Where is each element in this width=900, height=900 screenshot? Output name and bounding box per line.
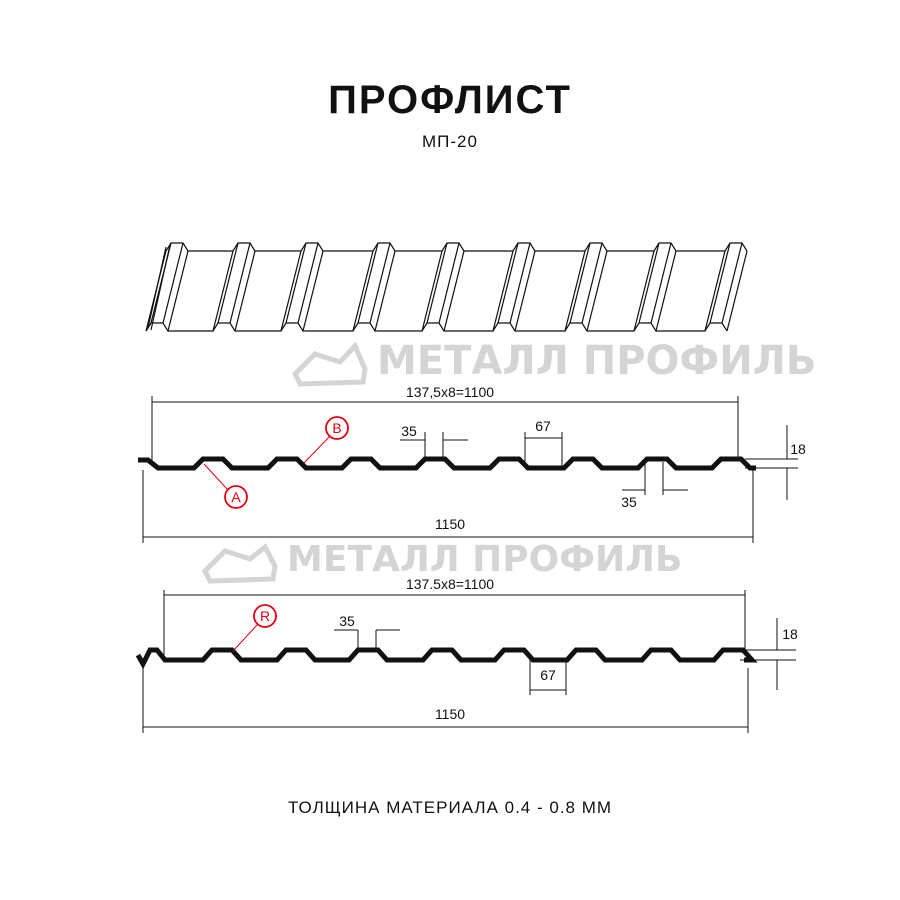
trough-width-label: 67 bbox=[535, 418, 551, 434]
sheet-fold-line bbox=[704, 250, 726, 332]
sheet-fold-line bbox=[509, 242, 531, 324]
material-thickness-note: ТОЛЩИНА МАТЕРИАЛА 0.4 - 0.8 ММ bbox=[287, 798, 613, 817]
sheet-fold-line bbox=[352, 250, 374, 332]
sheet-fold-line bbox=[514, 250, 536, 332]
profile-a-dimensions bbox=[142, 396, 798, 543]
sheet-fold-line bbox=[721, 242, 743, 324]
profile-r-section bbox=[135, 647, 758, 670]
sheet-fold-line bbox=[167, 250, 189, 332]
sheet-fold-line bbox=[280, 250, 302, 332]
sheet-fold-line bbox=[374, 250, 396, 332]
sheet-fold-line bbox=[285, 242, 307, 324]
sheet-fold-line bbox=[369, 242, 391, 324]
watermark-text: МЕТАЛЛ ПРОФИЛЬ bbox=[287, 539, 682, 580]
sheet-fold-line bbox=[217, 242, 239, 324]
profile-r-dimensions bbox=[142, 590, 796, 733]
sheet-fold-line bbox=[709, 242, 731, 324]
crest-width-label: 35 bbox=[401, 423, 417, 439]
crest-width-label-bottom: 35 bbox=[621, 494, 637, 510]
sheet-fold-line bbox=[497, 242, 519, 324]
width-label: 1150 bbox=[435, 706, 465, 722]
sheet-fold-line bbox=[234, 250, 256, 332]
sheet-fold-line bbox=[162, 242, 184, 324]
sheet-fold-line bbox=[586, 250, 608, 332]
sheet-fold-line bbox=[564, 250, 586, 332]
sheet-fold-line bbox=[492, 250, 514, 332]
sheet-fold-line bbox=[426, 242, 448, 324]
sheet-fold-line bbox=[569, 242, 591, 324]
sheet-fold-line bbox=[302, 250, 324, 332]
pitch-label: 137.5x8=1100 bbox=[406, 576, 494, 592]
sheet-fold-line bbox=[421, 250, 443, 332]
height-label: 18 bbox=[790, 441, 806, 457]
watermark-1: МЕТАЛЛ ПРОФИЛЬ bbox=[291, 338, 816, 387]
watermark-text: МЕТАЛЛ ПРОФИЛЬ bbox=[377, 338, 816, 384]
sheet-fold-line bbox=[650, 242, 672, 324]
sheet-fold-line bbox=[438, 242, 460, 324]
width-label: 1150 bbox=[435, 516, 465, 532]
height-label: 18 bbox=[782, 626, 798, 642]
sheet-fold-line bbox=[297, 242, 319, 324]
page-subtitle: МП-20 bbox=[422, 132, 478, 151]
sheet-fold-line bbox=[229, 242, 251, 324]
trough-width-label: 67 bbox=[540, 667, 556, 683]
sheet-fold-line bbox=[357, 242, 379, 324]
page-title: ПРОФЛИСТ bbox=[328, 78, 572, 122]
watermark-2: МЕТАЛЛ ПРОФИЛЬ bbox=[201, 539, 682, 584]
sheet-fold-line bbox=[581, 242, 603, 324]
pitch-label: 137,5x8=1100 bbox=[406, 384, 494, 400]
crest-width-label: 35 bbox=[339, 613, 355, 629]
sheet-fold-line bbox=[443, 250, 465, 332]
sheet-edge-overlap bbox=[150, 244, 171, 331]
sheet-edge-overlap bbox=[147, 246, 167, 329]
callout-b: B bbox=[303, 416, 349, 464]
sheet-bottom-edge bbox=[145, 322, 728, 332]
sheet-top-edge bbox=[165, 242, 748, 252]
watermark-logo-icon bbox=[291, 341, 368, 387]
watermark-logo-icon bbox=[201, 543, 278, 584]
profile-a-section bbox=[138, 456, 756, 471]
sheet-fold-line bbox=[655, 250, 677, 332]
sheet-fold-line bbox=[212, 250, 234, 332]
svg-text:R: R bbox=[260, 608, 270, 624]
sheet-fold-line bbox=[726, 250, 748, 332]
sheet-fold-line bbox=[638, 242, 660, 324]
callout-a: A bbox=[203, 463, 248, 509]
sheet-fold-line bbox=[633, 250, 655, 332]
svg-text:B: B bbox=[332, 420, 341, 436]
callout-r: R bbox=[232, 604, 277, 652]
svg-text:A: A bbox=[231, 489, 241, 505]
sheet-3d-view bbox=[145, 242, 748, 332]
